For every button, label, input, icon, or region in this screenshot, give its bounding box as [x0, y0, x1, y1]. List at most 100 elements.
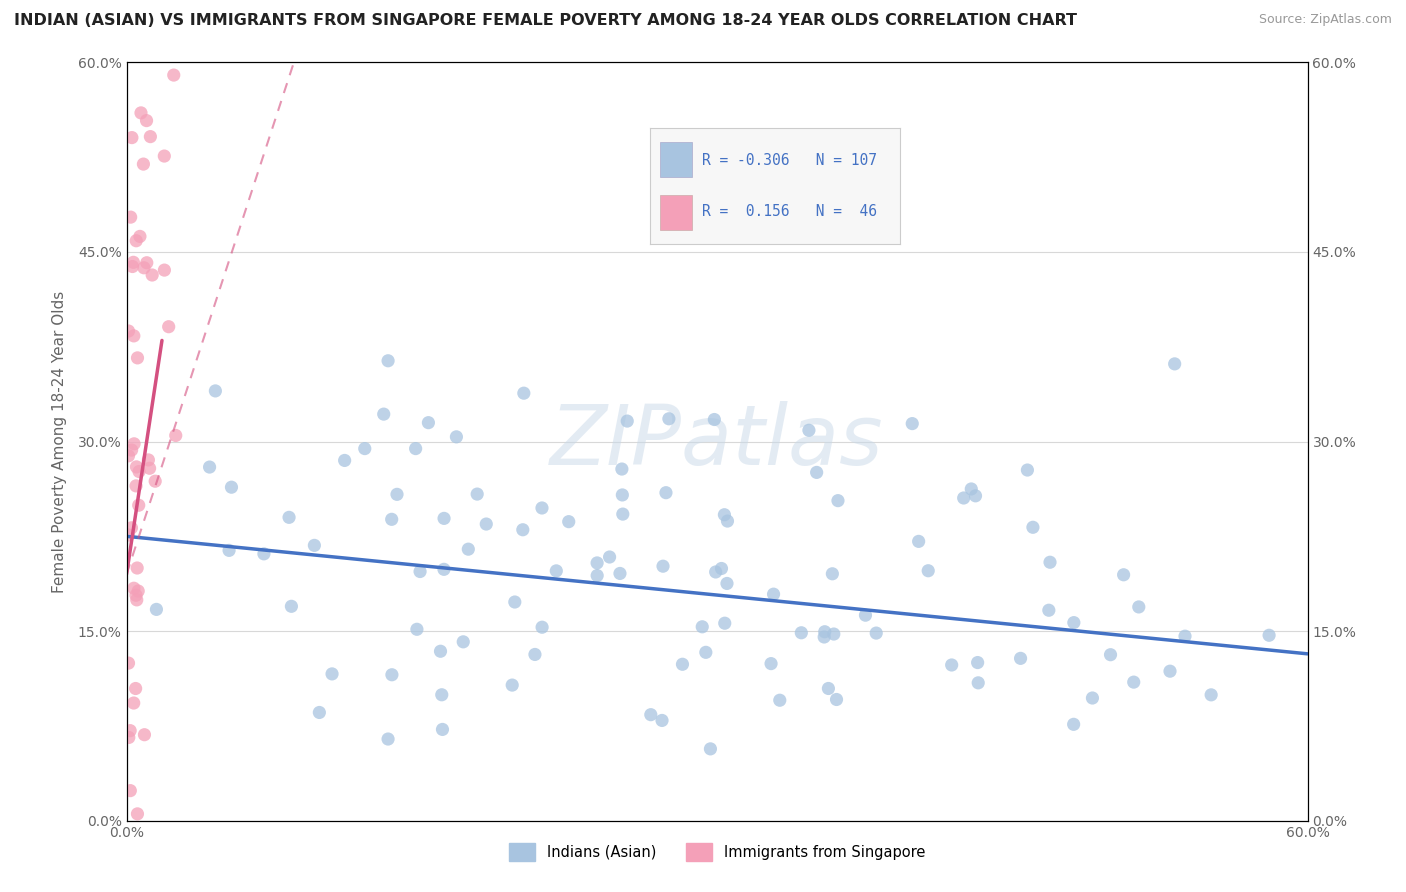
- Point: [713, 616, 735, 631]
- Point: [145, 602, 167, 616]
- Point: [865, 626, 887, 640]
- Point: [153, 149, 176, 163]
- Point: [127, 584, 149, 599]
- Point: [1199, 688, 1222, 702]
- Point: [121, 130, 143, 145]
- Point: [825, 692, 848, 706]
- Point: [218, 543, 240, 558]
- Point: [430, 688, 453, 702]
- Point: [501, 678, 523, 692]
- Point: [198, 460, 221, 475]
- Point: [121, 521, 143, 535]
- Point: [1063, 615, 1085, 630]
- Point: [546, 564, 568, 578]
- Point: [823, 627, 845, 641]
- Point: [405, 442, 427, 456]
- Point: [304, 538, 326, 552]
- Point: [966, 656, 988, 670]
- Point: [901, 417, 924, 431]
- Point: [475, 516, 498, 531]
- Point: [457, 542, 479, 557]
- Point: [381, 512, 404, 526]
- Point: [125, 459, 148, 474]
- Point: [1258, 628, 1281, 642]
- Point: [1017, 463, 1039, 477]
- Point: [1128, 599, 1150, 614]
- Text: INDIAN (ASIAN) VS IMMIGRANTS FROM SINGAPORE FEMALE POVERTY AMONG 18-24 YEAR OLDS: INDIAN (ASIAN) VS IMMIGRANTS FROM SINGAP…: [14, 13, 1077, 29]
- Point: [1038, 603, 1060, 617]
- Point: [513, 386, 536, 401]
- Legend: Indians (Asian), Immigrants from Singapore: Indians (Asian), Immigrants from Singapo…: [503, 837, 931, 866]
- Point: [1174, 629, 1197, 643]
- Point: [960, 482, 983, 496]
- Y-axis label: Female Poverty Among 18-24 Year Olds: Female Poverty Among 18-24 Year Olds: [52, 291, 66, 592]
- Point: [1099, 648, 1122, 662]
- Point: [762, 587, 785, 601]
- Point: [855, 608, 877, 623]
- Point: [165, 428, 187, 442]
- Point: [121, 260, 143, 274]
- Point: [122, 581, 145, 595]
- Point: [129, 229, 152, 244]
- Point: [122, 329, 145, 343]
- Point: [446, 430, 468, 444]
- Point: [655, 485, 678, 500]
- Point: [769, 693, 792, 707]
- Point: [278, 510, 301, 524]
- Point: [586, 556, 609, 570]
- Point: [127, 561, 149, 575]
- Point: [377, 353, 399, 368]
- Point: [941, 657, 963, 672]
- Point: [512, 523, 534, 537]
- Point: [797, 423, 820, 437]
- Point: [432, 723, 454, 737]
- Point: [153, 263, 176, 277]
- Point: [1122, 675, 1144, 690]
- Point: [813, 630, 835, 644]
- Point: [695, 645, 717, 659]
- Point: [120, 783, 142, 797]
- Point: [129, 106, 152, 120]
- Point: [821, 566, 844, 581]
- Point: [122, 696, 145, 710]
- Point: [333, 453, 356, 467]
- Point: [1081, 691, 1104, 706]
- Point: [652, 559, 675, 574]
- Text: ZIPatlas: ZIPatlas: [550, 401, 884, 482]
- Point: [280, 599, 302, 614]
- Point: [817, 681, 839, 696]
- Text: Source: ZipAtlas.com: Source: ZipAtlas.com: [1258, 13, 1392, 27]
- Point: [253, 547, 276, 561]
- Point: [134, 728, 156, 742]
- Point: [385, 487, 408, 501]
- Point: [128, 498, 150, 512]
- Point: [429, 644, 451, 658]
- Point: [1022, 520, 1045, 534]
- Point: [716, 576, 738, 591]
- Point: [658, 411, 681, 425]
- Point: [132, 260, 155, 275]
- Point: [321, 666, 343, 681]
- Point: [377, 732, 399, 747]
- Point: [117, 656, 139, 670]
- Point: [690, 620, 713, 634]
- Point: [117, 324, 139, 338]
- Point: [1163, 357, 1185, 371]
- Point: [790, 625, 813, 640]
- Point: [433, 511, 456, 525]
- Point: [759, 657, 782, 671]
- Point: [117, 528, 139, 542]
- Point: [138, 461, 160, 475]
- Point: [827, 493, 849, 508]
- Point: [143, 474, 166, 488]
- Point: [530, 500, 553, 515]
- Point: [586, 568, 609, 582]
- Point: [163, 68, 186, 82]
- Point: [1159, 664, 1181, 678]
- Point: [138, 453, 160, 467]
- Point: [616, 414, 638, 428]
- Point: [917, 564, 939, 578]
- Point: [128, 465, 150, 479]
- Point: [610, 462, 633, 476]
- Point: [120, 723, 142, 738]
